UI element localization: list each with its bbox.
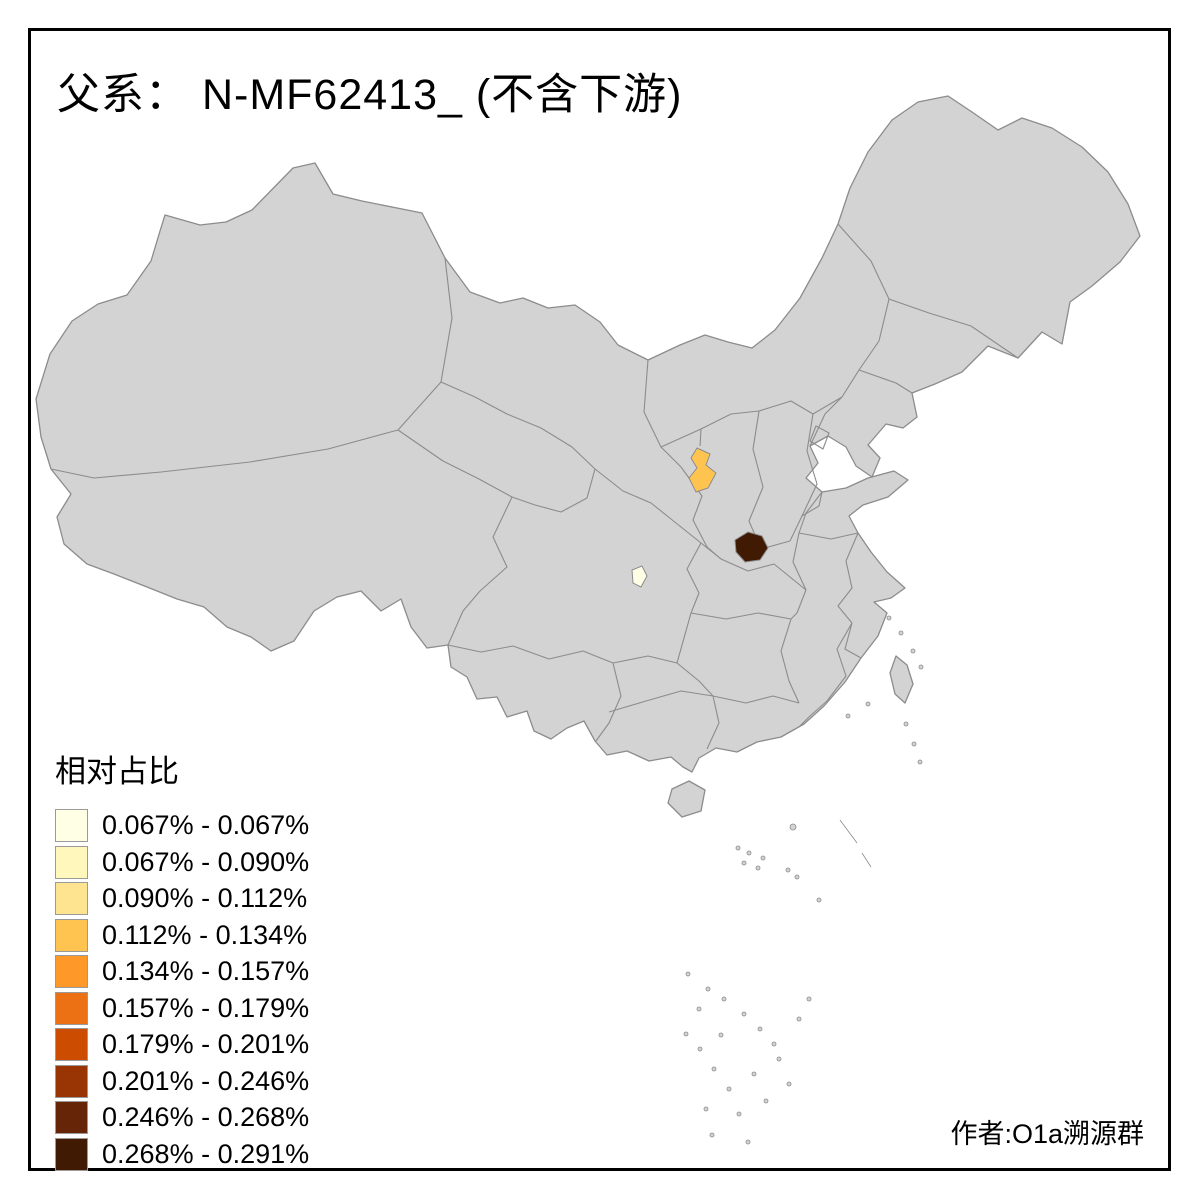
legend-label: 0.090% - 0.112%: [102, 883, 308, 913]
legend-label: 0.112% - 0.134%: [102, 919, 308, 950]
islet-chain-lines: [839, 819, 872, 868]
legend-swatch: [55, 1028, 88, 1061]
figure-title: 父系： N-MF62413_ (不含下游): [57, 71, 683, 119]
legend-row: 0.134% - 0.157%: [55, 955, 309, 988]
legend-label: 0.179% - 0.201%: [102, 1029, 310, 1059]
legend-swatch: [55, 1101, 88, 1134]
legend-row: 0.201% - 0.246%: [55, 1064, 310, 1098]
legend-swatch: [55, 1137, 88, 1171]
legend-label: 0.157% - 0.179%: [102, 992, 310, 1023]
legend-swatch: [55, 918, 88, 952]
legend-swatch: [55, 955, 88, 988]
attribution: 作者:O1a溯源群: [950, 1119, 1144, 1149]
legend-label: 0.268% - 0.291%: [102, 1138, 310, 1169]
highlighted-regions: [631, 447, 769, 588]
legend-label: 0.201% - 0.246%: [102, 1065, 310, 1096]
map-base: [35, 95, 1141, 818]
legend-row: 0.157% - 0.179%: [55, 991, 310, 1025]
legend-row: 0.246% - 0.268%: [55, 1101, 309, 1134]
province-borders: [50, 223, 1019, 750]
legend-label: 0.246% - 0.268%: [102, 1102, 310, 1132]
legend-row: 0.067% - 0.067%: [55, 809, 309, 842]
legend-swatch: [55, 991, 88, 1025]
legend-row: 0.112% - 0.134%: [55, 918, 309, 952]
region-west: [631, 565, 648, 588]
mainland-outline: [35, 95, 1141, 773]
legend-label: 0.067% - 0.090%: [102, 846, 310, 877]
legend-swatch: [55, 845, 88, 879]
region-north: [688, 447, 717, 493]
island-dots: [683, 615, 924, 1145]
hainan-island: [667, 780, 706, 818]
legend-label: 0.067% - 0.067%: [102, 810, 310, 840]
legend-row: 0.090% - 0.112%: [55, 882, 309, 915]
legend-title: 相对占比: [55, 754, 179, 789]
region-central: [734, 531, 769, 563]
legend: 相对占比 0.067% - 0.067% 0.067% - 0.090% 0.0…: [55, 746, 309, 1174]
legend-swatch: [55, 1064, 88, 1098]
legend-label: 0.134% - 0.157%: [102, 956, 310, 986]
legend-swatch: [55, 809, 88, 842]
taiwan-island: [889, 655, 914, 704]
legend-swatch: [55, 882, 88, 915]
legend-row: 0.067% - 0.090%: [55, 845, 310, 879]
legend-row: 0.179% - 0.201%: [55, 1028, 309, 1061]
legend-row: 0.268% - 0.291%: [55, 1137, 310, 1171]
